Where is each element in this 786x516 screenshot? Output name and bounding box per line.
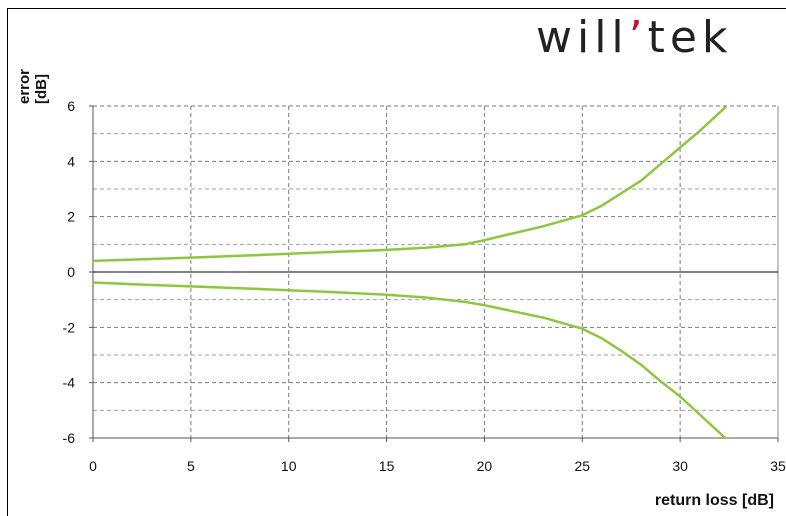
x-tick-label: 20 [477, 458, 493, 474]
logo-text-will: will [536, 12, 629, 63]
x-tick-label: 10 [281, 458, 297, 474]
x-tick-label: 5 [187, 458, 195, 474]
y-tick-label: 4 [67, 153, 75, 169]
y-tick-label: 2 [67, 209, 75, 225]
x-tick-label: 25 [574, 458, 590, 474]
y-tick-label: -6 [63, 430, 76, 446]
x-axis-label: return loss [dB] [654, 492, 774, 509]
logo-text-tek: tek [647, 12, 733, 63]
y-tick-label: 6 [67, 98, 75, 114]
x-tick-label: 30 [672, 458, 688, 474]
willtek-logo: willʼtek [536, 12, 732, 63]
x-tick-label: 35 [770, 458, 786, 474]
x-tick-label: 0 [89, 458, 97, 474]
y-tick-label: -2 [63, 319, 76, 335]
y-tick-label: -4 [63, 375, 76, 391]
x-tick-label: 15 [379, 458, 395, 474]
y-tick-label: 0 [67, 264, 75, 280]
series-line-negative-error [91, 281, 727, 440]
series-line-positive-error [91, 106, 727, 263]
logo-accent-mark: ʼ [628, 12, 648, 63]
